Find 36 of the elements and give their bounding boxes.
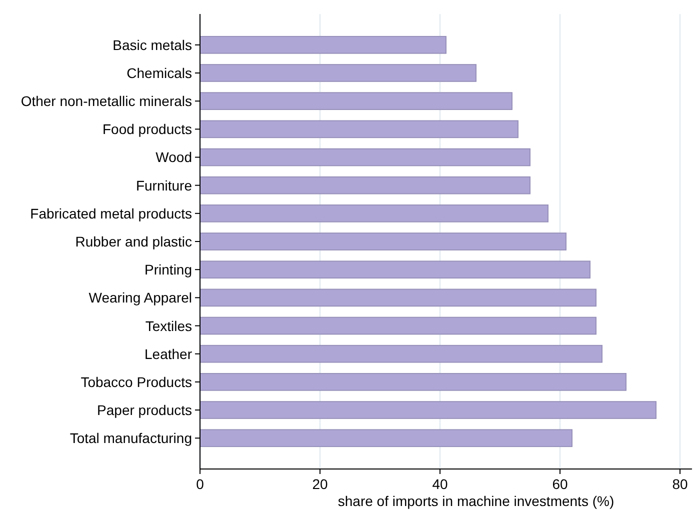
bar xyxy=(200,204,548,222)
bar xyxy=(200,344,602,363)
y-tick-label: Leather xyxy=(144,346,192,362)
x-axis-title: share of imports in machine investments (%) xyxy=(338,493,614,509)
x-tick-label: 0 xyxy=(196,476,204,492)
bar xyxy=(200,373,626,391)
y-tick-label: Total manufacturing xyxy=(70,430,192,446)
bar xyxy=(200,288,596,307)
y-tick-label: Rubber and plastic xyxy=(75,234,192,250)
y-tick-label: Paper products xyxy=(97,402,192,418)
bar xyxy=(200,260,590,279)
y-tick-label: Textiles xyxy=(145,318,192,334)
bar xyxy=(200,176,530,194)
y-tick-label: Printing xyxy=(144,262,192,278)
bar xyxy=(200,120,518,138)
y-tick-label: Wood xyxy=(156,149,192,166)
y-tick-label: Wearing Apparel xyxy=(88,290,192,306)
y-tick-label: Fabricated metal products xyxy=(30,205,192,222)
bar xyxy=(200,429,572,448)
y-tick-label: Tobacco Products xyxy=(80,374,192,390)
bar xyxy=(200,316,596,335)
x-tick-label: 40 xyxy=(432,476,448,492)
y-tick-label: Furniture xyxy=(136,177,192,194)
x-tick-label: 20 xyxy=(312,476,328,492)
bar xyxy=(200,148,530,166)
bar xyxy=(200,64,476,82)
x-tick-label: 60 xyxy=(552,476,568,492)
y-tick-label: Basic metals xyxy=(112,36,192,53)
bar xyxy=(200,92,512,110)
x-tick-label: 80 xyxy=(672,476,688,492)
y-tick-label: Other non-metallic minerals xyxy=(20,93,192,110)
y-tick-label: Chemicals xyxy=(126,64,192,81)
bar xyxy=(200,36,446,54)
bar xyxy=(200,401,656,419)
bar xyxy=(200,232,566,250)
y-tick-label: Food products xyxy=(102,121,192,138)
